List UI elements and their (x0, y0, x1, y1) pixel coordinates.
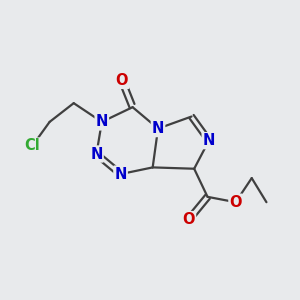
Text: O: O (230, 195, 242, 210)
Text: O: O (183, 212, 195, 227)
Text: N: N (114, 167, 127, 182)
Text: N: N (203, 133, 215, 148)
Text: Cl: Cl (24, 139, 40, 154)
Text: N: N (90, 146, 103, 161)
Text: N: N (96, 114, 108, 129)
Text: O: O (116, 73, 128, 88)
Text: N: N (152, 121, 164, 136)
